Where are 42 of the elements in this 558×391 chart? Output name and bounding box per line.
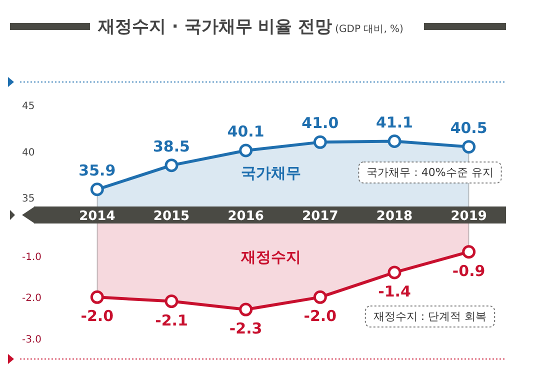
data-label: 41.0 [302,114,339,132]
y-tick-label: -1.0 [22,252,42,263]
x-tick-label: 2018 [376,209,413,224]
data-label: 38.5 [152,137,190,156]
data-label: 40.1 [227,122,264,141]
data-label: -0.9 [452,262,486,280]
y-tick-label: -2.0 [22,293,42,304]
point [239,144,253,158]
point [164,158,178,172]
annotation: 국가채무 : 40%수준 유지 [366,166,494,179]
point [462,245,476,259]
annotation: 국가채무 [241,164,301,182]
data-label: 35.9 [78,161,116,180]
annotation: 재정수지 [240,248,301,266]
data-label: -2.0 [304,307,337,326]
annotation: 재정수지 : 단계적 회복 [373,310,487,323]
x-tick-label: 2014 [79,209,116,224]
point [164,294,178,308]
point [313,290,327,304]
data-label: -2.3 [229,320,262,338]
data-label: 40.5 [450,118,488,137]
y-tick-label: 45 [22,101,35,112]
y-tick-label: -3.0 [22,334,42,346]
point [462,140,476,154]
point [388,266,402,280]
data-label: -2.0 [80,307,114,326]
data-label: -1.4 [378,282,411,300]
x-tick-label: 2019 [450,209,487,224]
point [313,135,327,149]
point [388,134,402,148]
x-tick-label: 2016 [228,209,264,224]
point [90,182,104,196]
point [90,290,104,304]
point [239,302,253,316]
y-tick-label: 40 [22,147,35,158]
chart-subtitle: (GDP 대비, %) [335,24,404,35]
chart-title: 재정수지 · 국가채무 비율 전망 [97,17,332,37]
y-tick-label: 35 [22,194,35,205]
data-label: -2.1 [155,311,188,330]
data-label: 41.1 [376,113,414,132]
x-tick-label: 2017 [302,209,338,224]
x-tick-label: 2015 [153,209,190,224]
